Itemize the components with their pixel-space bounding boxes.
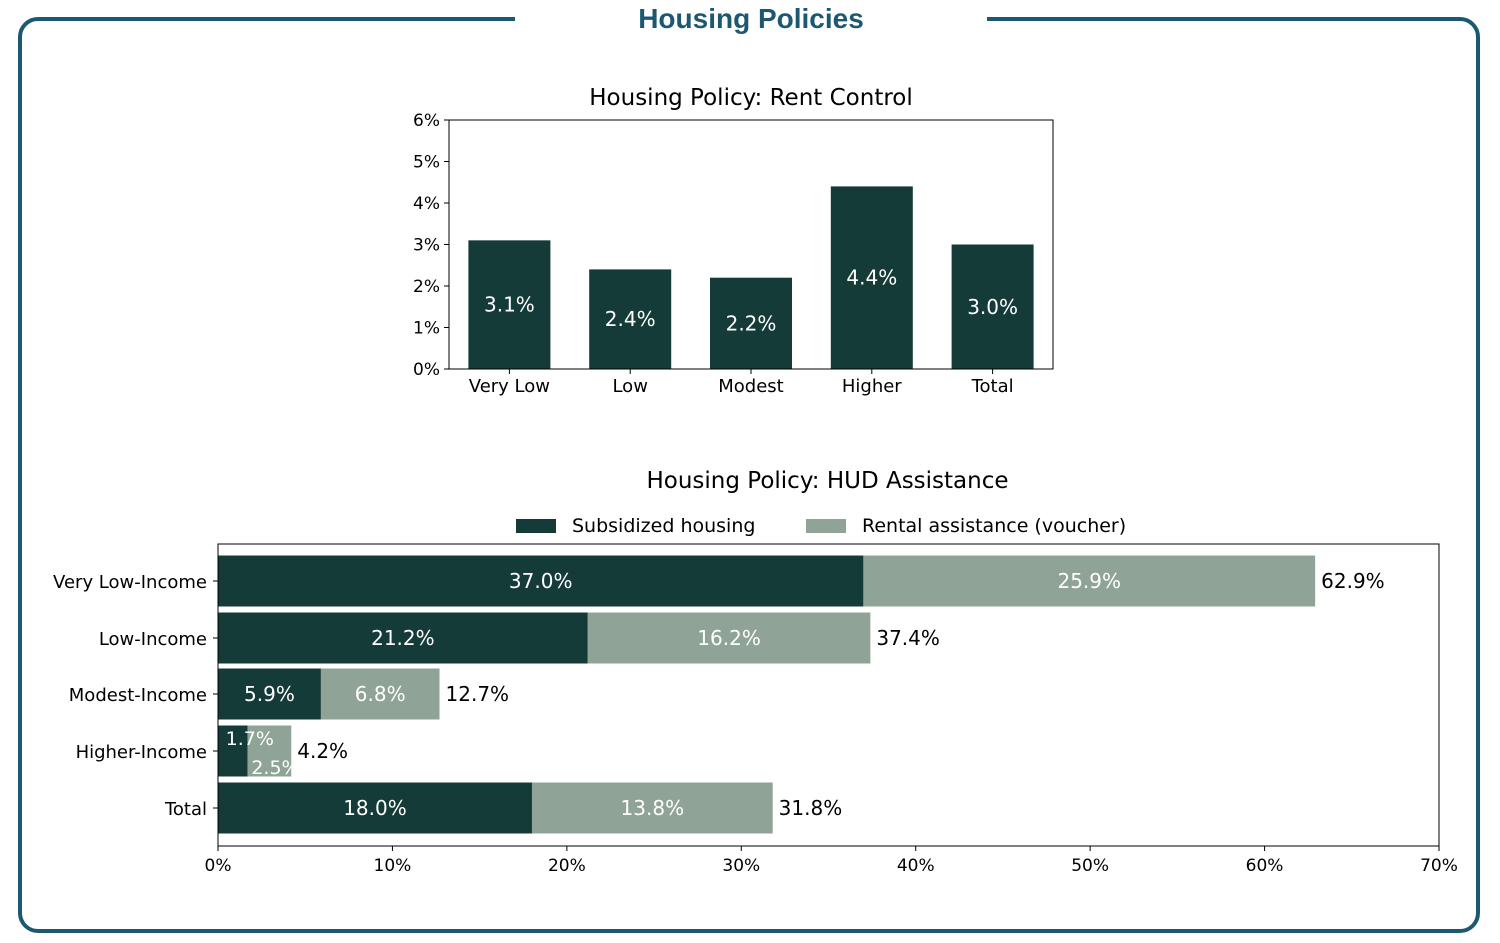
legend-label-voucher: Rental assistance (voucher) <box>862 515 1126 537</box>
hud-y-tick-label: Total <box>164 799 207 820</box>
rent-bar-label: 2.4% <box>605 307 656 331</box>
hud-x-tick-label: 10% <box>374 856 412 876</box>
rent-y-tick-label: 6% <box>413 111 440 131</box>
hud-bar-subsidized <box>218 555 864 607</box>
hud-total-label: 62.9% <box>1321 569 1385 593</box>
hud-bar-voucher <box>587 612 871 664</box>
rent-y-tick-label: 0% <box>413 360 440 380</box>
rent-bar <box>710 277 792 369</box>
rent-chart-title: Housing Policy: Rent Control <box>589 85 913 111</box>
hud-total-label: 31.8% <box>779 796 843 820</box>
title-gap <box>515 8 987 30</box>
rent-y-tick-label: 1% <box>413 319 440 339</box>
rent-x-tick-label: Low <box>612 376 647 397</box>
rent-y-tick-label: 4% <box>413 194 440 214</box>
rent-x-tick-label: Very Low <box>469 376 550 397</box>
hud-bar-label-voucher: 25.9% <box>1057 569 1121 593</box>
hud-bar-label-subsidized: 18.0% <box>343 796 407 820</box>
hud-bar-label-subsidized: 5.9% <box>244 682 295 706</box>
hud-bar-label-subsidized: 1.7% <box>226 728 274 750</box>
rent-bar <box>830 186 913 369</box>
hud-y-tick-label: Higher-Income <box>76 742 207 763</box>
rent-bar <box>468 240 551 369</box>
rent-plot-frame <box>448 119 1054 370</box>
rent-bar-label: 3.0% <box>967 295 1018 319</box>
hud-x-tick-label: 70% <box>1420 856 1458 876</box>
hud-x-tick-label: 30% <box>722 856 760 876</box>
hud-x-tick-label: 0% <box>205 856 232 876</box>
rent-bar-label: 2.2% <box>726 311 777 335</box>
page-title: Housing Policies <box>638 3 864 34</box>
hud-bar-subsidized <box>218 725 248 777</box>
rent-bar-label: 3.1% <box>484 293 535 317</box>
rent-bar <box>589 269 672 369</box>
hud-bar-voucher <box>320 668 440 720</box>
hud-total-label: 4.2% <box>297 739 348 763</box>
hud-y-tick-label: Very Low-Income <box>53 572 207 593</box>
hud-bar-label-voucher: 2.5% <box>251 757 299 779</box>
hud-bar-voucher <box>247 725 292 777</box>
hud-plot-frame <box>217 543 1440 847</box>
hud-bar-subsidized <box>218 782 532 834</box>
hud-bar-label-voucher: 13.8% <box>621 796 685 820</box>
rent-bar <box>951 244 1034 369</box>
hud-x-tick-label: 40% <box>897 856 935 876</box>
legend-swatch-voucher <box>806 519 846 533</box>
hud-bar-label-voucher: 6.8% <box>355 682 406 706</box>
hud-assistance-chart: Housing Policy: HUD Assistance Subsidized… <box>53 468 1458 876</box>
hud-bar-voucher <box>863 555 1316 607</box>
hud-total-label: 12.7% <box>446 682 510 706</box>
hud-bar-voucher <box>531 782 773 834</box>
rent-control-chart: Housing Policy: Rent Control 3.1% Very Low… <box>413 85 1054 397</box>
hud-bar-label-subsidized: 37.0% <box>509 569 573 593</box>
hud-bar-label-voucher: 16.2% <box>697 626 761 650</box>
hud-bar-subsidized <box>218 668 321 720</box>
rent-y-tick-label: 3% <box>413 236 440 256</box>
hud-x-tick-label: 20% <box>548 856 586 876</box>
rent-y-tick-label: 5% <box>413 153 440 173</box>
hud-y-tick-label: Modest-Income <box>69 685 207 706</box>
legend-swatch-subsidized <box>516 519 556 533</box>
hud-bar-label-subsidized: 21.2% <box>371 626 435 650</box>
rent-y-tick-label: 2% <box>413 277 440 297</box>
legend-label-subsidized: Subsidized housing <box>572 515 755 537</box>
hud-y-tick-label: Low-Income <box>99 629 207 650</box>
hud-total-label: 37.4% <box>876 626 940 650</box>
hud-x-tick-label: 60% <box>1246 856 1284 876</box>
hud-x-tick-label: 50% <box>1071 856 1109 876</box>
rent-bar-label: 4.4% <box>846 266 897 290</box>
rent-x-tick-label: Higher <box>842 376 902 397</box>
rent-x-tick-label: Modest <box>718 376 783 397</box>
hud-bar-subsidized <box>218 612 588 664</box>
rent-x-tick-label: Total <box>971 376 1014 397</box>
hud-chart-title: Housing Policy: HUD Assistance <box>646 468 1008 494</box>
